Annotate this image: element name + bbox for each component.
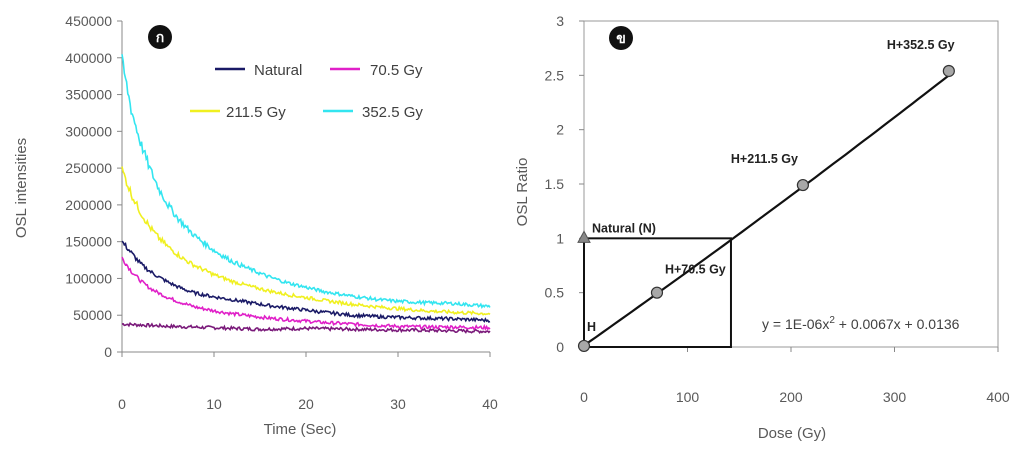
right-x-tick-label: 0 xyxy=(580,389,588,405)
legend-item-70-5: 70.5 Gy xyxy=(330,62,423,79)
natural-marker xyxy=(577,230,591,243)
right-y-tick-label: 1.5 xyxy=(545,176,565,192)
right-panel: 0 0.5 1 1.5 2 2.5 3 0 100 200 300 400 H H+70.5 Gy H+… xyxy=(514,13,1010,442)
left-x-tick-labels: 0 10 20 30 40 xyxy=(118,352,498,412)
legend-label-211-5: 211.5 Gy xyxy=(226,104,286,121)
right-y-tick-label: 2 xyxy=(556,122,564,138)
dose-points: H H+70.5 Gy H+211.5 Gy H+352.5 Gy xyxy=(577,38,955,353)
right-plot-frame xyxy=(583,20,999,348)
dose-point-label: H+70.5 Gy xyxy=(665,263,726,277)
left-panel-letter: ก xyxy=(156,30,164,46)
left-y-axis-label: OSL intensities xyxy=(13,138,30,238)
left-x-tick-label: 0 xyxy=(118,396,126,412)
legend-item-352-5: 352.5 Gy xyxy=(323,104,423,121)
left-y-tick-label: 0 xyxy=(104,344,112,360)
dose-point-label: H xyxy=(587,320,596,334)
right-x-tick-label: 400 xyxy=(986,389,1010,405)
fit-equation-suffix: + 0.0067x + 0.0136 xyxy=(835,316,960,332)
left-x-tick-label: 40 xyxy=(482,396,498,412)
legend-label-352-5: 352.5 Gy xyxy=(362,104,423,121)
right-x-tick-labels: 0 100 200 300 400 xyxy=(580,347,1010,405)
left-y-tick-label: 100000 xyxy=(65,270,112,286)
right-y-tick-label: 0 xyxy=(556,339,564,355)
right-x-axis-label: Dose (Gy) xyxy=(758,425,826,442)
left-y-tick-label: 50000 xyxy=(73,307,112,323)
dose-point-label: H+211.5 Gy xyxy=(731,152,798,166)
legend-label-70-5: 70.5 Gy xyxy=(370,62,423,79)
series-352-5-gy xyxy=(121,54,491,309)
right-y-tick-label: 3 xyxy=(556,13,564,29)
left-series-lines xyxy=(121,54,491,334)
right-y-tick-label: 0.5 xyxy=(545,285,565,301)
left-y-tick-label: 400000 xyxy=(65,50,112,66)
left-y-tick-label: 150000 xyxy=(65,234,112,250)
legend-item-211-5: 211.5 Gy xyxy=(190,104,286,121)
right-panel-letter: ข xyxy=(616,31,626,47)
right-x-tick-label: 200 xyxy=(779,389,803,405)
dose-point xyxy=(942,64,955,78)
series-211-5-gy xyxy=(121,166,491,316)
left-y-tick-label: 300000 xyxy=(65,123,112,139)
left-x-axis-label: Time (Sec) xyxy=(264,421,337,438)
projection-box xyxy=(583,237,732,348)
left-y-tick-label: 200000 xyxy=(65,197,112,213)
right-panel-badge: ข xyxy=(609,26,633,50)
dose-point-label: H+352.5 Gy xyxy=(887,38,955,52)
dose-point xyxy=(577,339,591,353)
dose-point xyxy=(650,286,664,299)
series-70-5-gy xyxy=(121,256,491,332)
right-x-tick-label: 100 xyxy=(676,389,700,405)
left-y-tick-label: 350000 xyxy=(65,87,112,103)
right-y-axis-label: OSL Ratio xyxy=(514,158,531,227)
left-y-tick-label: 250000 xyxy=(65,160,112,176)
left-y-tick-label: 450000 xyxy=(65,13,112,29)
series-background xyxy=(121,321,491,334)
series-natural xyxy=(121,240,491,323)
fit-equation: y = 1E-06x2 + 0.0067x + 0.0136 xyxy=(762,315,960,332)
right-y-tick-label: 2.5 xyxy=(545,67,565,83)
left-y-tick-labels: 0 50000 100000 150000 200000 250000 300000 3500… xyxy=(65,13,122,360)
left-x-tick-label: 30 xyxy=(390,396,406,412)
fit-equation-prefix: y = 1E-06x xyxy=(762,316,829,332)
left-x-tick-label: 20 xyxy=(298,396,314,412)
natural-label: Natural (N) xyxy=(592,221,656,235)
legend: Natural 70.5 Gy 211.5 Gy 352.5 Gy xyxy=(190,62,423,121)
fit-curve xyxy=(583,74,950,347)
left-panel: 0 50000 100000 150000 200000 250000 300000 3500… xyxy=(13,13,498,438)
right-x-tick-label: 300 xyxy=(883,389,907,405)
dose-point xyxy=(796,178,810,192)
left-panel-badge: ก xyxy=(148,25,172,49)
left-x-tick-label: 10 xyxy=(206,396,222,412)
legend-item-natural: Natural xyxy=(215,62,302,79)
fit-equation-sup: 2 xyxy=(829,315,835,326)
right-y-tick-labels: 0 0.5 1 1.5 2 2.5 3 xyxy=(545,13,584,355)
right-y-tick-label: 1 xyxy=(556,230,564,246)
legend-label-natural: Natural xyxy=(254,62,302,79)
